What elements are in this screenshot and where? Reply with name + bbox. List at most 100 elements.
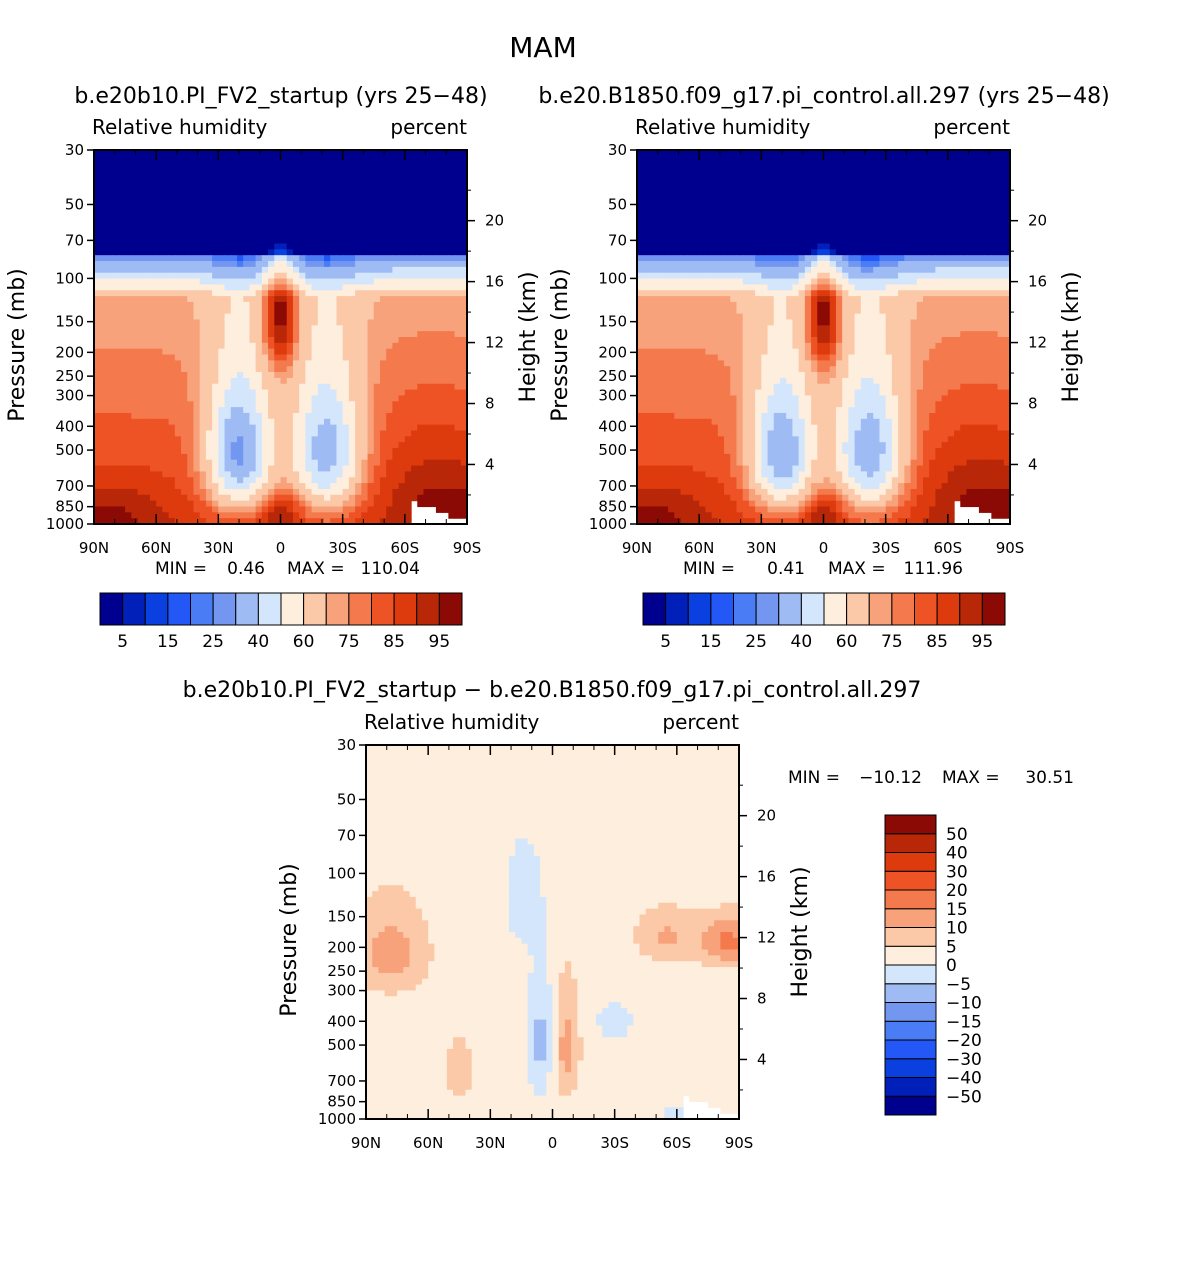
field-cell <box>280 243 288 250</box>
field-cell <box>423 465 431 472</box>
field-cell <box>193 290 201 297</box>
field-cell <box>404 377 412 385</box>
field-cell <box>367 313 375 321</box>
field-cell <box>386 196 393 204</box>
field-cell <box>804 202 812 210</box>
field-cell <box>941 161 949 169</box>
field-cell <box>404 506 412 513</box>
field-cell <box>842 208 849 215</box>
field-cell <box>280 377 288 385</box>
field-cell <box>131 243 139 250</box>
field-cell <box>106 418 114 426</box>
field-cell <box>373 395 381 402</box>
field-cell <box>916 208 924 215</box>
field-cell <box>168 494 176 502</box>
field-cell <box>94 407 101 414</box>
field-cell <box>94 453 101 461</box>
field-cell <box>668 167 675 174</box>
field-cell <box>137 354 145 361</box>
field-cell <box>435 243 443 250</box>
field-cell <box>904 173 912 180</box>
field-cell <box>280 255 288 262</box>
field-cell <box>885 225 893 233</box>
field-cell <box>268 272 275 280</box>
field-cell <box>367 459 375 467</box>
field-cell <box>299 401 306 408</box>
field-cell <box>249 202 257 210</box>
field-cell <box>460 331 468 338</box>
field-cell <box>761 237 769 245</box>
field-cell <box>181 284 188 291</box>
field-cell <box>236 278 244 285</box>
field-cell <box>236 354 244 361</box>
field-cell <box>755 249 762 256</box>
field-cell <box>311 383 319 391</box>
field-cell <box>435 173 443 180</box>
field-cell <box>149 389 157 397</box>
field-cell <box>106 272 114 280</box>
field-cell <box>330 512 338 519</box>
field-cell <box>230 220 238 227</box>
field-cell <box>929 185 936 192</box>
field-cell <box>348 337 356 344</box>
field-cell <box>118 383 126 391</box>
field-cell <box>724 225 731 233</box>
field-cell <box>118 155 126 163</box>
field-cell <box>268 214 275 221</box>
field-cell <box>193 383 201 391</box>
field-cell <box>379 331 387 338</box>
field-cell <box>106 389 114 397</box>
field-cell <box>379 477 387 484</box>
field-cell <box>792 155 800 163</box>
field-cell <box>261 150 269 157</box>
field-cell <box>373 150 381 157</box>
field-cell <box>243 167 251 174</box>
field-cell <box>181 261 188 268</box>
field-cell <box>330 459 338 467</box>
field-cell <box>187 249 195 256</box>
field-cell <box>317 366 325 373</box>
field-cell <box>181 348 188 356</box>
field-cell <box>324 453 331 461</box>
field-cell <box>168 225 176 233</box>
field-cell <box>460 225 468 233</box>
field-cell <box>379 430 387 437</box>
field-cell <box>255 185 263 192</box>
field-cell <box>423 202 431 210</box>
field-cell <box>224 278 232 285</box>
field-cell <box>292 436 300 443</box>
field-cell <box>118 500 126 508</box>
field-cell <box>404 290 412 297</box>
field-cell <box>643 202 651 210</box>
field-cell <box>386 360 393 367</box>
field-cell <box>668 185 675 192</box>
field-cell <box>224 360 232 367</box>
field-cell <box>748 220 756 227</box>
field-cell <box>181 272 188 280</box>
field-cell <box>330 150 338 157</box>
field-cell <box>106 284 114 291</box>
field-cell <box>317 424 325 432</box>
field-cell <box>448 372 456 379</box>
field-cell <box>274 372 282 379</box>
field-cell <box>243 214 251 221</box>
field-cell <box>199 401 207 408</box>
field-cell <box>317 459 325 467</box>
field-cell <box>342 173 350 180</box>
field-cell <box>125 202 132 210</box>
field-cell <box>199 448 207 455</box>
field-cell <box>94 249 101 256</box>
field-cell <box>286 255 294 262</box>
field-cell <box>978 185 986 192</box>
field-cell <box>162 185 170 192</box>
field-cell <box>417 424 425 432</box>
field-cell <box>218 208 226 215</box>
field-cell <box>280 465 288 472</box>
field-cell <box>330 407 338 414</box>
field-cell <box>342 342 350 350</box>
field-cell <box>181 424 188 432</box>
field-cell <box>386 453 393 461</box>
field-cell <box>193 453 201 461</box>
field-cell <box>848 220 856 227</box>
field-cell <box>411 167 418 174</box>
